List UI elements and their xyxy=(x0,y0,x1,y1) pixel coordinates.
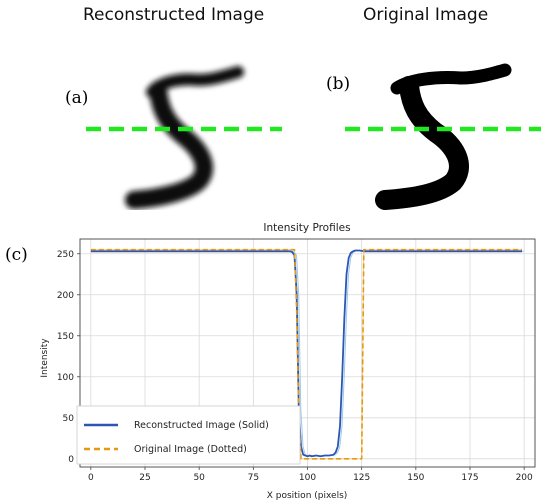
intensity-profiles-chart: 0 25 50 75 100 125 150 175 200 0 50 100 150 200 250 In… xyxy=(40,222,536,501)
chart-grid xyxy=(80,239,535,467)
original-image-title: Original Image xyxy=(363,5,489,25)
x-tick-label: 150 xyxy=(407,473,424,483)
x-tick-label: 200 xyxy=(516,473,533,483)
x-tick-label: 0 xyxy=(88,473,94,483)
scan-lines xyxy=(86,126,541,132)
series-original-line xyxy=(90,248,522,460)
legend-label-reconstructed: Reconstructed Image (Solid) xyxy=(134,420,269,431)
x-tick-label: 25 xyxy=(139,473,150,483)
reconstructed-digit-image xyxy=(125,66,244,209)
legend-label-original: Original Image (Dotted) xyxy=(134,444,247,455)
reconstructed-image-title: Reconstructed Image xyxy=(83,5,265,25)
x-tick-label: 75 xyxy=(248,473,259,483)
digit-stroke-body xyxy=(125,81,213,209)
digit-stroke-body xyxy=(375,76,469,210)
y-axis-label: Intensity xyxy=(40,338,50,378)
chart-legend: Reconstructed Image (Solid) Original Ima… xyxy=(76,405,301,465)
panel-a-label: (a) xyxy=(65,88,89,108)
legend-box xyxy=(76,405,301,465)
y-tick-label: 50 xyxy=(63,414,75,424)
y-tick-label: 100 xyxy=(57,373,74,383)
y-tick-label: 200 xyxy=(57,291,74,301)
x-axis-label: X position (pixels) xyxy=(267,491,348,501)
panel-b-label: (b) xyxy=(326,74,351,94)
original-digit-image xyxy=(375,63,512,210)
chart-series xyxy=(90,248,524,460)
panel-c-label: (c) xyxy=(5,245,28,265)
chart-title: Intensity Profiles xyxy=(263,222,350,234)
x-tick-label: 50 xyxy=(193,473,205,483)
x-tick-label: 100 xyxy=(299,473,316,483)
y-tick-label: 150 xyxy=(57,332,74,342)
y-tick-label: 0 xyxy=(68,455,74,465)
chart-ticks: 0 25 50 75 100 125 150 175 200 0 50 100 150 200 250 xyxy=(57,250,533,483)
x-tick-label: 125 xyxy=(353,473,370,483)
x-tick-label: 175 xyxy=(461,473,478,483)
y-tick-label: 250 xyxy=(57,250,74,260)
